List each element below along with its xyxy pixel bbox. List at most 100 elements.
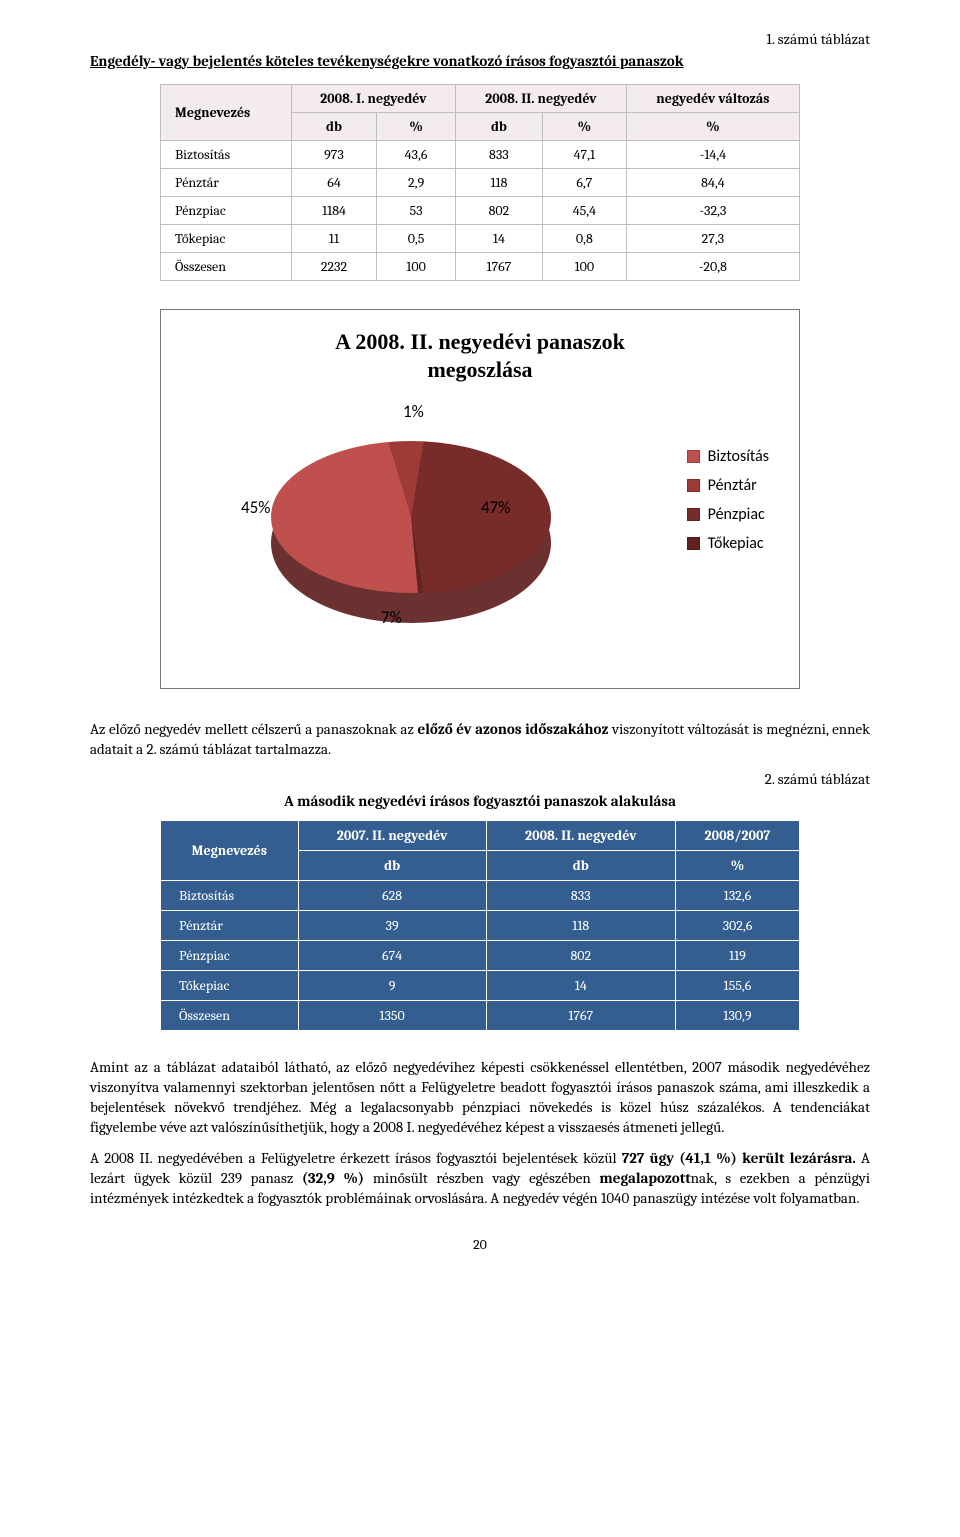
table-cell: 39	[298, 910, 486, 940]
legend-swatch	[687, 479, 700, 492]
table-caption-2: 2. számú táblázat	[90, 770, 870, 788]
legend-label: Pénztár	[708, 476, 757, 495]
t2-col-3: 2008/2007	[675, 820, 799, 850]
legend-swatch	[687, 508, 700, 521]
p1-bold: előző év azonos időszakához	[418, 720, 609, 738]
legend-label: Pénzpiac	[708, 505, 765, 524]
table-cell: 155,6	[675, 970, 799, 1000]
table-cell: 802	[455, 197, 542, 225]
chart-legend: Biztosítás Pénztár Pénzpiac Tőkepiac	[687, 437, 769, 563]
p3-b2: (32,9 %)	[302, 1169, 364, 1187]
legend-item: Pénzpiac	[687, 505, 769, 524]
table-cell: -20,8	[626, 253, 799, 281]
legend-item: Tőkepiac	[687, 534, 769, 553]
legend-label: Biztosítás	[708, 447, 769, 466]
legend-swatch	[687, 450, 700, 463]
table-cell: 14	[486, 970, 675, 1000]
table-row-label: Tőkepiac	[161, 225, 292, 253]
t2-sub-db-2: db	[486, 850, 675, 880]
table-cell: 6,7	[542, 169, 626, 197]
pie-label-top: 1%	[403, 401, 424, 422]
t1-col-2: 2008. II. negyedév	[455, 85, 626, 113]
t1-sub-pct-1: %	[377, 113, 456, 141]
table-cell: 0,5	[377, 225, 456, 253]
table-cell: 100	[542, 253, 626, 281]
paragraph-3: A 2008 II. negyedévében a Felügyeletre é…	[90, 1148, 870, 1209]
t2-col-rowhead: Megnevezés	[161, 820, 299, 880]
t2-col-1: 2007. II. negyedév	[298, 820, 486, 850]
pie-label-bottom: 7%	[381, 607, 402, 628]
table-row-label: Biztosítás	[161, 880, 299, 910]
chart-title-line2: megoszlása	[427, 357, 532, 382]
table-row-label: Pénztár	[161, 169, 292, 197]
table-cell: 833	[486, 880, 675, 910]
section-heading-1: Engedély- vagy bejelentés köteles tevéke…	[90, 52, 870, 70]
t2-sub-pct: %	[675, 850, 799, 880]
table-row-label: Pénztár	[161, 910, 299, 940]
table-row-label: Összesen	[161, 253, 292, 281]
table-cell: 119	[675, 940, 799, 970]
legend-item: Pénztár	[687, 476, 769, 495]
table-cell: 1767	[455, 253, 542, 281]
table-cell: -32,3	[626, 197, 799, 225]
t1-sub-pct-3: %	[626, 113, 799, 141]
p3-t1: A 2008 II. negyedévében a Felügyeletre é…	[90, 1149, 622, 1167]
table-cell: 802	[486, 940, 675, 970]
p3-t3: minősült részben vagy egészében	[364, 1169, 599, 1187]
table-cell: 973	[291, 141, 377, 169]
table-cell: 11	[291, 225, 377, 253]
pie-chart-box: A 2008. II. negyedévi panaszok megoszlás…	[160, 309, 800, 689]
t1-col-3: negyedév változás	[626, 85, 799, 113]
table-cell: 833	[455, 141, 542, 169]
chart-area: 1% 45% 47% 7% Biztosítás Pénztár Pénzpiac T…	[181, 397, 779, 657]
table-cell: 1184	[291, 197, 377, 225]
t1-col-rowhead: Megnevezés	[161, 85, 292, 141]
table-cell: 53	[377, 197, 456, 225]
pie-label-left: 45%	[241, 497, 270, 518]
table-cell: 47,1	[542, 141, 626, 169]
table-cell: 0,8	[542, 225, 626, 253]
legend-label: Tőkepiac	[708, 534, 764, 553]
table-cell: 2,9	[377, 169, 456, 197]
paragraph-1: Az előző negyedév mellett célszerű a pan…	[90, 719, 870, 760]
data-table-1: Megnevezés 2008. I. negyedév 2008. II. n…	[160, 84, 800, 281]
table-row-label: Pénzpiac	[161, 197, 292, 225]
table-row-label: Biztosítás	[161, 141, 292, 169]
t1-sub-pct-2: %	[542, 113, 626, 141]
pie-label-right: 47%	[481, 497, 510, 518]
pie-3d	[271, 427, 551, 627]
p3-b3: megalapozott	[599, 1169, 690, 1187]
table-cell: 84,4	[626, 169, 799, 197]
paragraph-2: Amint az a táblázat adataiból látható, a…	[90, 1057, 870, 1138]
chart-title-line1: A 2008. II. negyedévi panaszok	[335, 329, 625, 354]
t1-col-1: 2008. I. negyedév	[291, 85, 455, 113]
table-row-label: Tőkepiac	[161, 970, 299, 1000]
table-cell: 27,3	[626, 225, 799, 253]
p3-b1: 727 ügy (41,1 %) került lezárásra.	[622, 1149, 856, 1167]
table-cell: 64	[291, 169, 377, 197]
table-cell: 14	[455, 225, 542, 253]
table-cell: 1767	[486, 1000, 675, 1030]
table-cell: 9	[298, 970, 486, 1000]
subtitle-2: A második negyedévi írásos fogyasztói pa…	[90, 792, 870, 810]
t1-sub-db-1: db	[291, 113, 377, 141]
table-cell: 628	[298, 880, 486, 910]
table-cell: 302,6	[675, 910, 799, 940]
p1-pre: Az előző negyedév mellett célszerű a pan…	[90, 720, 418, 738]
chart-title: A 2008. II. negyedévi panaszok megoszlás…	[181, 328, 779, 383]
table-cell: 132,6	[675, 880, 799, 910]
data-table-2: Megnevezés 2007. II. negyedév 2008. II. …	[160, 820, 800, 1031]
table-row-label: Pénzpiac	[161, 940, 299, 970]
table-cell: -14,4	[626, 141, 799, 169]
table-cell: 100	[377, 253, 456, 281]
legend-swatch	[687, 537, 700, 550]
table-caption-1: 1. számú táblázat	[90, 30, 870, 48]
table-cell: 45,4	[542, 197, 626, 225]
t2-sub-db-1: db	[298, 850, 486, 880]
table-cell: 2232	[291, 253, 377, 281]
page-number: 20	[90, 1236, 870, 1253]
t1-sub-db-2: db	[455, 113, 542, 141]
table-cell: 43,6	[377, 141, 456, 169]
t2-col-2: 2008. II. negyedév	[486, 820, 675, 850]
table-cell: 118	[455, 169, 542, 197]
